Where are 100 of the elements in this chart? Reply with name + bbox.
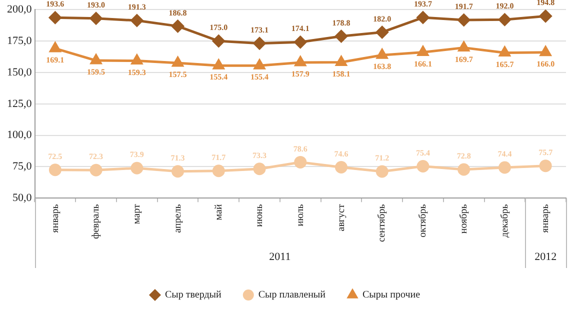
data-label: 72.3: [89, 152, 104, 162]
x-tick-label: сентябрь: [376, 204, 388, 242]
data-label: 169.1: [46, 56, 64, 65]
point: [376, 48, 388, 59]
point: [172, 20, 184, 32]
point: [90, 12, 102, 25]
text: 2011: [269, 250, 291, 263]
x-tick-label: май: [213, 204, 224, 220]
point: [499, 46, 510, 56]
point: [172, 165, 184, 178]
data-label: 194.8: [536, 0, 555, 8]
data-label: 158.1: [332, 69, 350, 78]
point: [212, 164, 225, 178]
point: [90, 54, 102, 64]
data-label: 73.9: [130, 150, 144, 160]
data-label: 71.7: [212, 152, 226, 162]
point: [50, 42, 61, 52]
point: [334, 30, 348, 42]
point: [294, 36, 307, 48]
y-tick-label: 200,0: [7, 3, 32, 16]
data-label: 71.2: [375, 154, 390, 163]
data-label: 72.8: [456, 152, 471, 161]
data-label: 159.3: [128, 68, 146, 77]
point: [416, 11, 430, 24]
data-label: 191.3: [128, 2, 146, 12]
x-tick-label: август: [336, 204, 347, 232]
y-tick-label: 150,0: [7, 66, 32, 78]
x-tick-label: июль: [295, 204, 306, 226]
legend-label: Сыр твердый: [164, 290, 222, 301]
point: [417, 46, 429, 56]
data-label: 72.5: [48, 152, 62, 161]
data-label: 166.1: [414, 59, 432, 68]
data-label: 157.9: [291, 70, 310, 79]
data-label: 163.8: [373, 62, 392, 72]
point: [172, 56, 184, 67]
data-label: 169.7: [454, 54, 473, 64]
point: [539, 10, 552, 22]
y-tick-label: 50,0: [12, 192, 32, 204]
point: [539, 160, 552, 172]
data-label: 155.4: [210, 72, 228, 82]
data-label: 71.3: [170, 153, 185, 162]
data-label: 193.7: [414, 0, 432, 9]
data-label: 74.4: [498, 150, 512, 159]
data-label: 193.0: [87, 0, 106, 10]
data-label: 155.4: [250, 72, 269, 82]
point: [131, 54, 142, 65]
y-tick-label: 75,0: [12, 160, 32, 173]
x-tick-label: октябрь: [418, 204, 429, 238]
point: [336, 56, 347, 66]
point: [498, 161, 511, 174]
point: [540, 46, 552, 56]
data-label: 78.6: [293, 144, 308, 154]
data-label: 175.0: [210, 23, 228, 32]
point: [254, 59, 266, 70]
text: 2012: [534, 250, 557, 263]
point: [212, 34, 225, 48]
data-label: 193.6: [46, 0, 64, 9]
data-label: 74.6: [334, 149, 348, 158]
data-label: 75.4: [416, 148, 430, 158]
point: [416, 160, 430, 172]
point: [130, 162, 144, 174]
x-tick-label: декабрь: [499, 204, 510, 238]
point: [294, 156, 307, 168]
point: [213, 59, 224, 70]
point: [376, 165, 388, 178]
data-label: 165.7: [496, 60, 514, 69]
point: [48, 11, 62, 24]
x-tick-label: февраль: [90, 204, 102, 239]
data-label: 157.5: [168, 70, 187, 80]
x-tick-label: март: [132, 204, 143, 224]
data-label: 166.0: [536, 59, 555, 68]
point: [458, 14, 470, 26]
data-label: 191.7: [454, 2, 473, 12]
y-tick-label: 100,0: [7, 129, 32, 142]
data-label: 174.1: [291, 24, 310, 34]
point: [376, 26, 388, 38]
x-tick-label: январь: [50, 204, 61, 233]
legend-label: Сыр плавленый: [258, 290, 326, 301]
data-label: 186.8: [168, 8, 187, 18]
point: [48, 164, 62, 176]
point: [294, 56, 306, 66]
x-tick-label: ноябрь: [458, 204, 470, 234]
x-tick-label: апрель: [172, 204, 184, 233]
point: [253, 37, 266, 50]
point: [130, 14, 144, 27]
point: [334, 160, 348, 174]
point: [498, 13, 511, 26]
y-tick-label: 125,0: [7, 98, 32, 110]
x-tick-label: январь: [540, 204, 552, 233]
data-label: 75.7: [538, 148, 553, 157]
point: [458, 163, 470, 176]
point: [90, 164, 102, 176]
data-label: 182.0: [373, 14, 392, 24]
x-tick-label: июнь: [254, 204, 266, 227]
point: [458, 41, 470, 52]
data-label: 73.3: [252, 150, 267, 160]
data-label: 159.5: [87, 68, 106, 77]
legend-label: Сыры прочие: [362, 290, 421, 301]
data-label: 192.0: [496, 2, 514, 11]
y-tick-label: 175,0: [7, 34, 32, 47]
